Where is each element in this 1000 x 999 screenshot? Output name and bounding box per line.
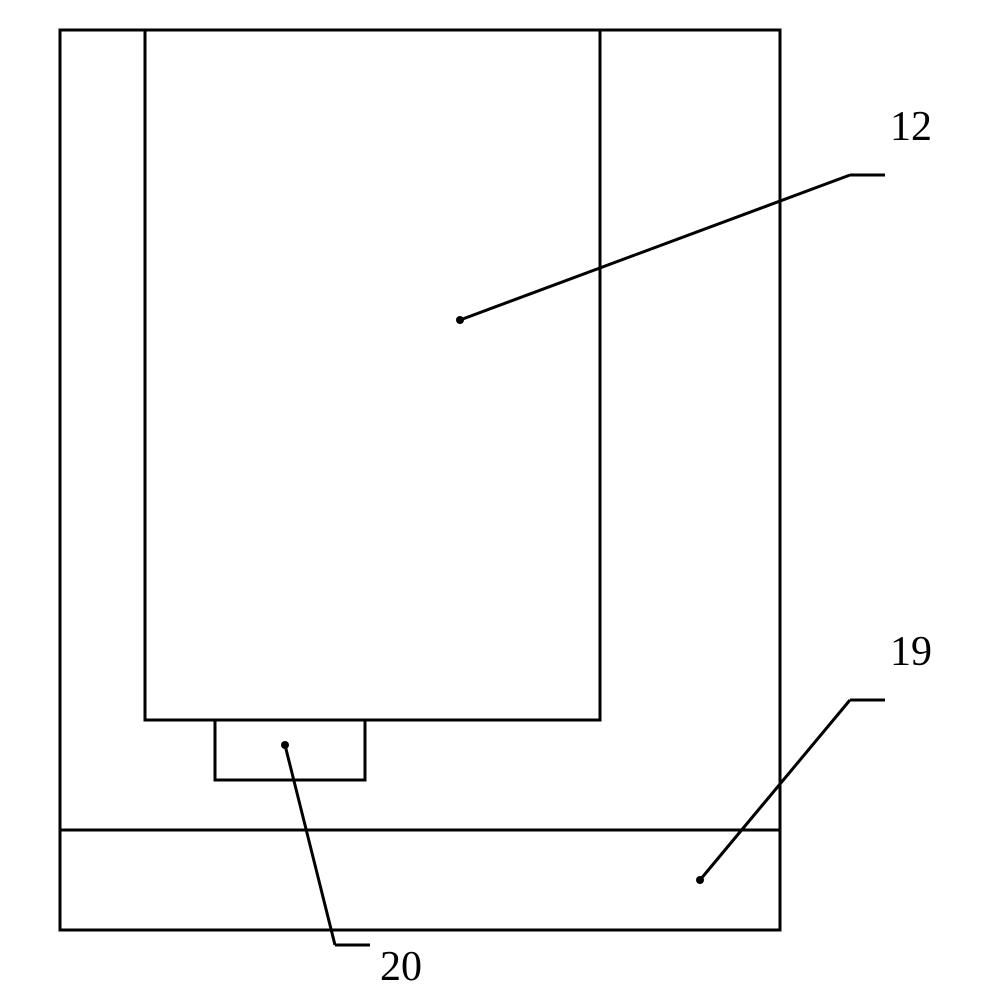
label-text-19: 19: [890, 629, 932, 675]
label-text-20: 20: [380, 944, 422, 990]
label-text-12: 12: [890, 104, 932, 150]
leader-dot-20: [281, 741, 289, 749]
leader-dot-19: [696, 876, 704, 884]
leader-dot-12: [456, 316, 464, 324]
diagram-svg: 12 19 20: [0, 0, 1000, 999]
